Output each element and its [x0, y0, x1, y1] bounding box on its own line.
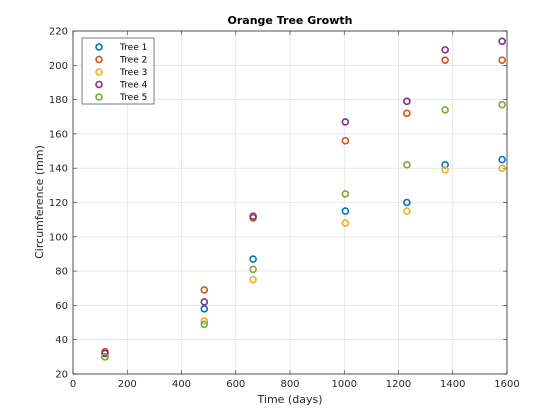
data-point-tree-5 [341, 190, 350, 198]
legend-label-tree-2: Tree 2 [119, 56, 147, 66]
legend-marker-tree-4 [95, 80, 103, 89]
chart-title: Orange Tree Growth [228, 14, 353, 27]
x-tick-label: 800 [280, 379, 299, 390]
data-point-tree-3 [200, 317, 209, 325]
x-axis-label: Time (days) [257, 393, 323, 406]
legend-label-tree-1: Tree 1 [119, 43, 147, 53]
data-point-tree-1 [200, 305, 209, 313]
x-tick-label: 400 [172, 379, 191, 390]
data-point-tree-5 [498, 100, 506, 109]
y-tick-label: 120 [49, 198, 68, 209]
data-point-tree-2 [200, 286, 209, 294]
grid [73, 31, 507, 374]
data-point-tree-3 [498, 164, 506, 172]
x-tick-label: 200 [118, 379, 137, 390]
legend-box [81, 37, 155, 105]
data-point-tree-4 [403, 97, 411, 106]
y-tick-label: 100 [49, 232, 68, 243]
data-point-tree-3 [403, 207, 411, 215]
data-point-tree-2 [341, 136, 350, 145]
y-tick-label: 80 [55, 267, 68, 278]
data-point-tree-1 [441, 160, 449, 169]
y-tick-label: 220 [49, 27, 68, 38]
y-tick-label: 60 [55, 301, 68, 312]
data-point-tree-3 [341, 219, 350, 227]
legend-label-tree-4: Tree 4 [119, 81, 148, 91]
data-point-tree-4 [441, 46, 449, 54]
data-point-tree-1 [249, 255, 257, 263]
legend-marker-tree-3 [95, 68, 103, 76]
legend-marker-tree-1 [95, 43, 103, 51]
data-point-tree-1 [341, 207, 350, 215]
y-tick-label: 20 [55, 370, 68, 381]
legend-label-tree-3: Tree 3 [119, 68, 147, 78]
y-tick-label: 160 [49, 129, 68, 140]
data-point-tree-5 [249, 265, 257, 274]
data-points [101, 37, 506, 361]
x-tick-label: 1000 [332, 379, 357, 390]
data-point-tree-2 [498, 56, 506, 64]
data-point-tree-4 [498, 37, 506, 46]
y-axis-label: Circumference (mm) [33, 145, 46, 259]
x-tick-label: 600 [226, 379, 245, 390]
data-point-tree-3 [249, 275, 257, 284]
data-point-tree-2 [403, 109, 411, 118]
data-point-tree-5 [200, 320, 209, 329]
legend-label-tree-5: Tree 5 [119, 93, 147, 103]
legend: Tree 1 Tree 2 Tree 3 Tree 4 Tree 5 [81, 37, 155, 105]
data-point-tree-4 [101, 349, 109, 358]
legend-marker-tree-2 [95, 55, 103, 64]
data-point-tree-4 [200, 298, 209, 306]
data-point-tree-1 [498, 155, 506, 164]
data-point-tree-5 [403, 160, 411, 169]
x-tick-label: 1600 [494, 379, 519, 390]
data-point-tree-5 [441, 106, 449, 114]
y-tick-label: 40 [55, 335, 68, 346]
legend-marker-tree-5 [95, 93, 103, 101]
ticks: 0 200 400 600 800 1000 1200 1400 1600 20 40 60 80 100… [49, 27, 520, 391]
x-tick-label: 1200 [386, 379, 411, 390]
data-point-tree-4 [341, 118, 350, 126]
x-tick-label: 0 [70, 379, 76, 390]
y-tick-label: 140 [49, 164, 68, 175]
y-tick-label: 180 [49, 95, 68, 106]
y-tick-label: 200 [49, 61, 68, 72]
data-point-tree-3 [441, 166, 449, 174]
x-tick-label: 1400 [440, 379, 465, 390]
data-point-tree-2 [441, 56, 449, 64]
data-point-tree-5 [101, 353, 109, 361]
data-point-tree-4 [249, 212, 257, 221]
data-point-tree-1 [403, 198, 411, 207]
